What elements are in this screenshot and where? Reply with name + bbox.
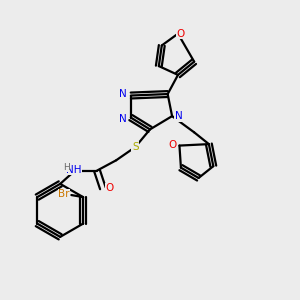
Text: NH: NH [66, 165, 81, 175]
Text: S: S [132, 142, 139, 152]
Text: N: N [175, 111, 182, 121]
Text: N: N [119, 89, 127, 99]
Text: H: H [63, 163, 70, 172]
Text: Br: Br [58, 189, 70, 199]
Text: O: O [176, 29, 184, 39]
Text: N: N [119, 114, 127, 124]
Text: O: O [105, 183, 113, 193]
Text: O: O [169, 140, 177, 150]
